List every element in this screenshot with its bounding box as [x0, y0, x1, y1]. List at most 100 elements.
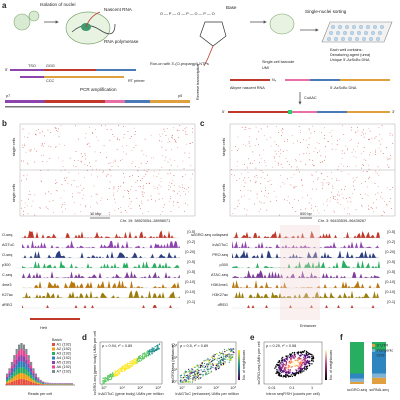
rt-label: Reverse transcription — [196, 64, 200, 100]
read-dot — [302, 197, 303, 199]
read-dot — [365, 133, 366, 135]
nucleus-icon — [13, 13, 31, 31]
read-dot — [363, 171, 364, 172]
scatter-dot — [209, 358, 211, 361]
legend-swatch — [52, 370, 55, 373]
scatter-dot — [195, 365, 197, 368]
track-range: [0-5] — [387, 260, 395, 264]
read-dot — [116, 148, 118, 150]
read-dot — [138, 186, 140, 187]
scatter-dot — [194, 379, 196, 381]
scatter-dot — [306, 367, 308, 370]
scatter-dot — [292, 361, 294, 363]
scatter-dot — [132, 361, 134, 363]
read-dot — [96, 201, 97, 203]
scatter-dot — [140, 359, 143, 362]
read-dot — [132, 175, 133, 176]
scatter-dot — [149, 350, 151, 353]
read-dot — [183, 187, 185, 189]
scatter-dot — [198, 376, 200, 379]
read-dot — [119, 139, 120, 141]
read-dot — [21, 207, 22, 209]
read-dot — [379, 133, 380, 135]
read-dot — [87, 143, 88, 145]
read-dot — [267, 174, 268, 176]
y-tick-label: 10¹ — [172, 368, 178, 372]
read-dot — [146, 170, 147, 172]
read-dot — [344, 186, 346, 187]
read-dot — [272, 166, 274, 168]
read-dot — [319, 150, 320, 152]
scatter-dot — [129, 366, 131, 368]
read-dot — [266, 209, 268, 211]
scatter-dot — [133, 362, 135, 365]
read-dot — [252, 163, 253, 164]
scatter-dot — [135, 361, 137, 363]
read-dot — [361, 206, 363, 207]
read-dot — [337, 202, 339, 204]
hist-bar-segment — [18, 379, 21, 385]
hist-bar-segment — [13, 367, 16, 373]
read-dot — [311, 207, 312, 209]
scatter-dot — [218, 357, 220, 359]
read-dot — [316, 142, 318, 144]
x-tick-label: 10¹ — [196, 386, 202, 390]
scatter-dot — [153, 350, 156, 353]
scatter-dot — [223, 348, 226, 351]
scatter-dot — [103, 380, 106, 382]
hist-bar-segment — [39, 379, 42, 381]
read-dot — [241, 127, 243, 128]
scatter-dot — [277, 371, 280, 373]
hist-bar-segment — [34, 380, 37, 382]
read-dot — [281, 135, 282, 136]
read-dot — [250, 190, 252, 192]
scatter-dot — [210, 365, 212, 367]
read-dot — [41, 143, 43, 144]
scatter-dot — [285, 373, 287, 375]
scatter-dot — [145, 353, 147, 356]
scatter-dot — [189, 375, 191, 377]
read-dot — [64, 177, 65, 179]
read-dot — [284, 199, 285, 201]
read-dot — [178, 190, 180, 192]
scatter-dot — [116, 373, 119, 375]
read-dot — [60, 125, 62, 127]
read-dot — [22, 214, 24, 216]
read-dot — [45, 206, 47, 208]
read-dot — [85, 137, 86, 139]
read-dot — [356, 127, 358, 128]
scatter-dot — [301, 369, 304, 371]
scatter-dot — [227, 355, 229, 357]
scatter-dot — [297, 371, 299, 374]
read-dot — [163, 128, 165, 130]
read-dot — [331, 191, 333, 193]
scatter-dot — [212, 355, 215, 358]
read-dot — [134, 134, 136, 135]
read-dot — [167, 142, 169, 143]
read-dot — [148, 182, 150, 184]
read-dot — [389, 135, 391, 136]
read-dot — [144, 192, 145, 194]
read-dot — [192, 128, 193, 130]
colorbar — [238, 350, 240, 380]
well — [373, 25, 377, 29]
scatter-dot — [150, 350, 152, 352]
read-dot — [260, 170, 262, 171]
read-dot — [120, 160, 121, 162]
read-dot — [89, 162, 90, 164]
scatter-dot — [287, 364, 290, 367]
read-dot — [311, 188, 313, 190]
scatter-dot — [148, 349, 151, 351]
read-dot — [47, 129, 49, 131]
read-dot — [42, 143, 43, 145]
read-dot — [244, 208, 245, 210]
read-dot — [143, 176, 145, 177]
scatter-dot — [295, 364, 297, 366]
scatter-dot — [224, 362, 226, 364]
read-dot — [143, 154, 145, 155]
read-dot — [81, 189, 83, 191]
read-dot — [278, 151, 280, 153]
read-dot — [114, 198, 115, 200]
read-dot — [79, 192, 81, 194]
read-dot — [287, 140, 288, 142]
